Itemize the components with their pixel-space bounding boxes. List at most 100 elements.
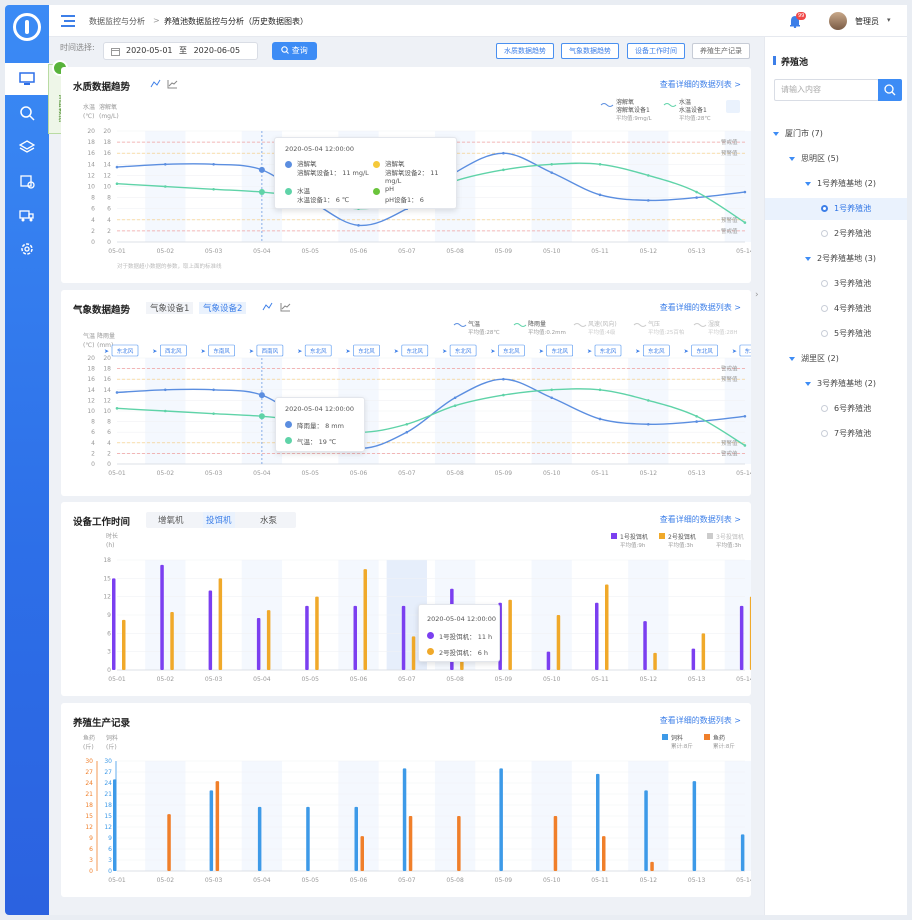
- menu-toggle-icon[interactable]: [61, 15, 75, 27]
- data-point: [453, 404, 457, 407]
- legend-avg: 平均值:3h: [668, 541, 694, 549]
- area-chart-icon[interactable]: [280, 302, 291, 312]
- x-tick-label: 05-12: [640, 877, 658, 884]
- bar: [653, 652, 657, 670]
- avatar[interactable]: [829, 12, 847, 30]
- tree-node[interactable]: 1号养殖基地 (2): [765, 173, 907, 195]
- weather-device-1[interactable]: 气象设备1: [146, 302, 194, 314]
- caret-down-icon: [773, 131, 779, 136]
- x-tick-label: 05-14: [736, 470, 751, 477]
- line-chart-icon[interactable]: [262, 302, 273, 312]
- bar: [122, 619, 126, 670]
- query-label: 查询: [291, 46, 308, 55]
- tree-leaf[interactable]: 7号养殖池: [765, 423, 907, 445]
- y-tick-label-orange: 0: [89, 868, 93, 875]
- production-more-link[interactable]: 查看详细的数据列表 >: [659, 716, 741, 725]
- tree-label: 1号养殖基地 (2): [817, 179, 876, 188]
- y-tick-label-blue: 30: [104, 758, 112, 765]
- tree-leaf[interactable]: 1号养殖池: [765, 198, 907, 220]
- chevron-down-icon[interactable]: ▾: [887, 16, 891, 24]
- tab-device-time[interactable]: 设备工作时间: [627, 43, 685, 59]
- legend-name: 溶解氧: [616, 98, 634, 106]
- layers-nav[interactable]: [5, 131, 49, 163]
- calendar-icon: [111, 48, 120, 56]
- x-tick-label: 05-14: [736, 248, 751, 255]
- y-tick-label-2: 16: [103, 376, 111, 383]
- reference-label: 警戒值: [721, 227, 738, 235]
- truck-nav[interactable]: [5, 199, 49, 231]
- tooltip-value: 降雨量： 8 mm: [297, 422, 344, 430]
- line-chart-icon[interactable]: [150, 79, 161, 89]
- tree-label: 1号养殖池: [834, 204, 872, 213]
- wind-label: 东北风: [455, 347, 472, 355]
- x-tick-label: 05-11: [591, 248, 609, 255]
- y-tick-label-2: 6: [107, 429, 111, 436]
- pond-search-input[interactable]: 请输入内容: [774, 79, 879, 101]
- user-name[interactable]: 管理员: [855, 17, 879, 26]
- data-point: [550, 388, 553, 392]
- bar: [167, 814, 171, 871]
- settings-nav[interactable]: [5, 233, 49, 265]
- area-chart-icon[interactable]: [167, 79, 178, 89]
- tree-node[interactable]: 厦门市 (7): [765, 123, 907, 145]
- search-nav[interactable]: [5, 97, 49, 129]
- wind-label: 东北风: [551, 347, 568, 355]
- y-tick-label-orange: 3: [89, 857, 93, 864]
- wind-box: [208, 344, 235, 357]
- y-tick-label: 14: [87, 387, 95, 394]
- bar: [305, 605, 309, 670]
- y-tick-label-orange: 9: [89, 835, 93, 842]
- y-tick-label: 8: [91, 419, 95, 426]
- device-tab-aerator[interactable]: 增氧机: [158, 516, 184, 526]
- y-tick-label: 0: [107, 667, 111, 674]
- y-tick-label-2: 2: [107, 450, 111, 457]
- tree-leaf[interactable]: 4号养殖池: [765, 298, 907, 320]
- device-nav[interactable]: [5, 165, 49, 197]
- tree-node[interactable]: 3号养殖基地 (2): [765, 373, 907, 395]
- tab-production-record[interactable]: 养殖生产记录: [692, 43, 750, 59]
- reference-label: 预警值: [721, 375, 738, 383]
- bar: [701, 633, 706, 670]
- tree-node[interactable]: 湖里区 (2): [765, 348, 907, 370]
- tree-leaf[interactable]: 3号养殖池: [765, 273, 907, 295]
- y-tick-label-blue: 12: [104, 824, 112, 831]
- pond-search-button[interactable]: [878, 79, 902, 101]
- data-point: [743, 221, 747, 224]
- wind-box: [256, 344, 284, 357]
- weather-device-2[interactable]: 气象设备2: [199, 302, 247, 314]
- device-more-link[interactable]: 查看详细的数据列表 >: [659, 515, 741, 524]
- tree-leaf[interactable]: 6号养殖池: [765, 398, 907, 420]
- weather-more-link[interactable]: 查看详细的数据列表 >: [659, 303, 741, 312]
- water-more-link[interactable]: 查看详细的数据列表 >: [659, 80, 741, 89]
- data-point: [115, 165, 119, 169]
- wind-direction-icon: ➤: [490, 348, 495, 355]
- tree-leaf[interactable]: 5号养殖池: [765, 323, 907, 345]
- date-range-picker[interactable]: 2020-05-01 至 2020-06-05: [103, 42, 258, 60]
- device-tab-feeder[interactable]: 投饵机: [203, 512, 235, 528]
- tab-water-trend[interactable]: 水质数据趋势: [496, 43, 554, 59]
- legend-sub: 溶解氧设备1: [616, 106, 650, 114]
- tab-weather-trend[interactable]: 气象数据趋势: [561, 43, 619, 59]
- collapse-side-icon[interactable]: ›: [755, 290, 759, 300]
- y-tick-label: 10: [87, 408, 95, 415]
- legend-name: 2号投饵机: [668, 533, 696, 541]
- wind-box: [401, 344, 429, 357]
- data-point: [550, 171, 553, 174]
- query-button[interactable]: 查询: [272, 42, 317, 60]
- legend-line: [513, 323, 527, 327]
- legend-avg: 平均值:28℃: [679, 114, 711, 122]
- tree-node[interactable]: 思明区 (5): [765, 148, 907, 170]
- monitor-nav[interactable]: [5, 63, 49, 95]
- y-tick-label-2: 6: [107, 206, 111, 213]
- side-title: 养殖池: [781, 58, 809, 68]
- bar: [170, 611, 174, 670]
- legend-toggle-icon: [726, 100, 740, 113]
- tree-leaf[interactable]: 2号养殖池: [765, 223, 907, 245]
- legend-name: 湿度: [708, 320, 720, 328]
- device-icon: [20, 175, 35, 189]
- x-tick-label: 05-05: [301, 248, 319, 255]
- breadcrumb-1[interactable]: 数据监控与分析: [89, 17, 145, 26]
- tree-node[interactable]: 2号养殖基地 (3): [765, 248, 907, 270]
- y-unit-label-1: 水温: [83, 103, 95, 111]
- device-tab-pump[interactable]: 水泵: [260, 516, 278, 526]
